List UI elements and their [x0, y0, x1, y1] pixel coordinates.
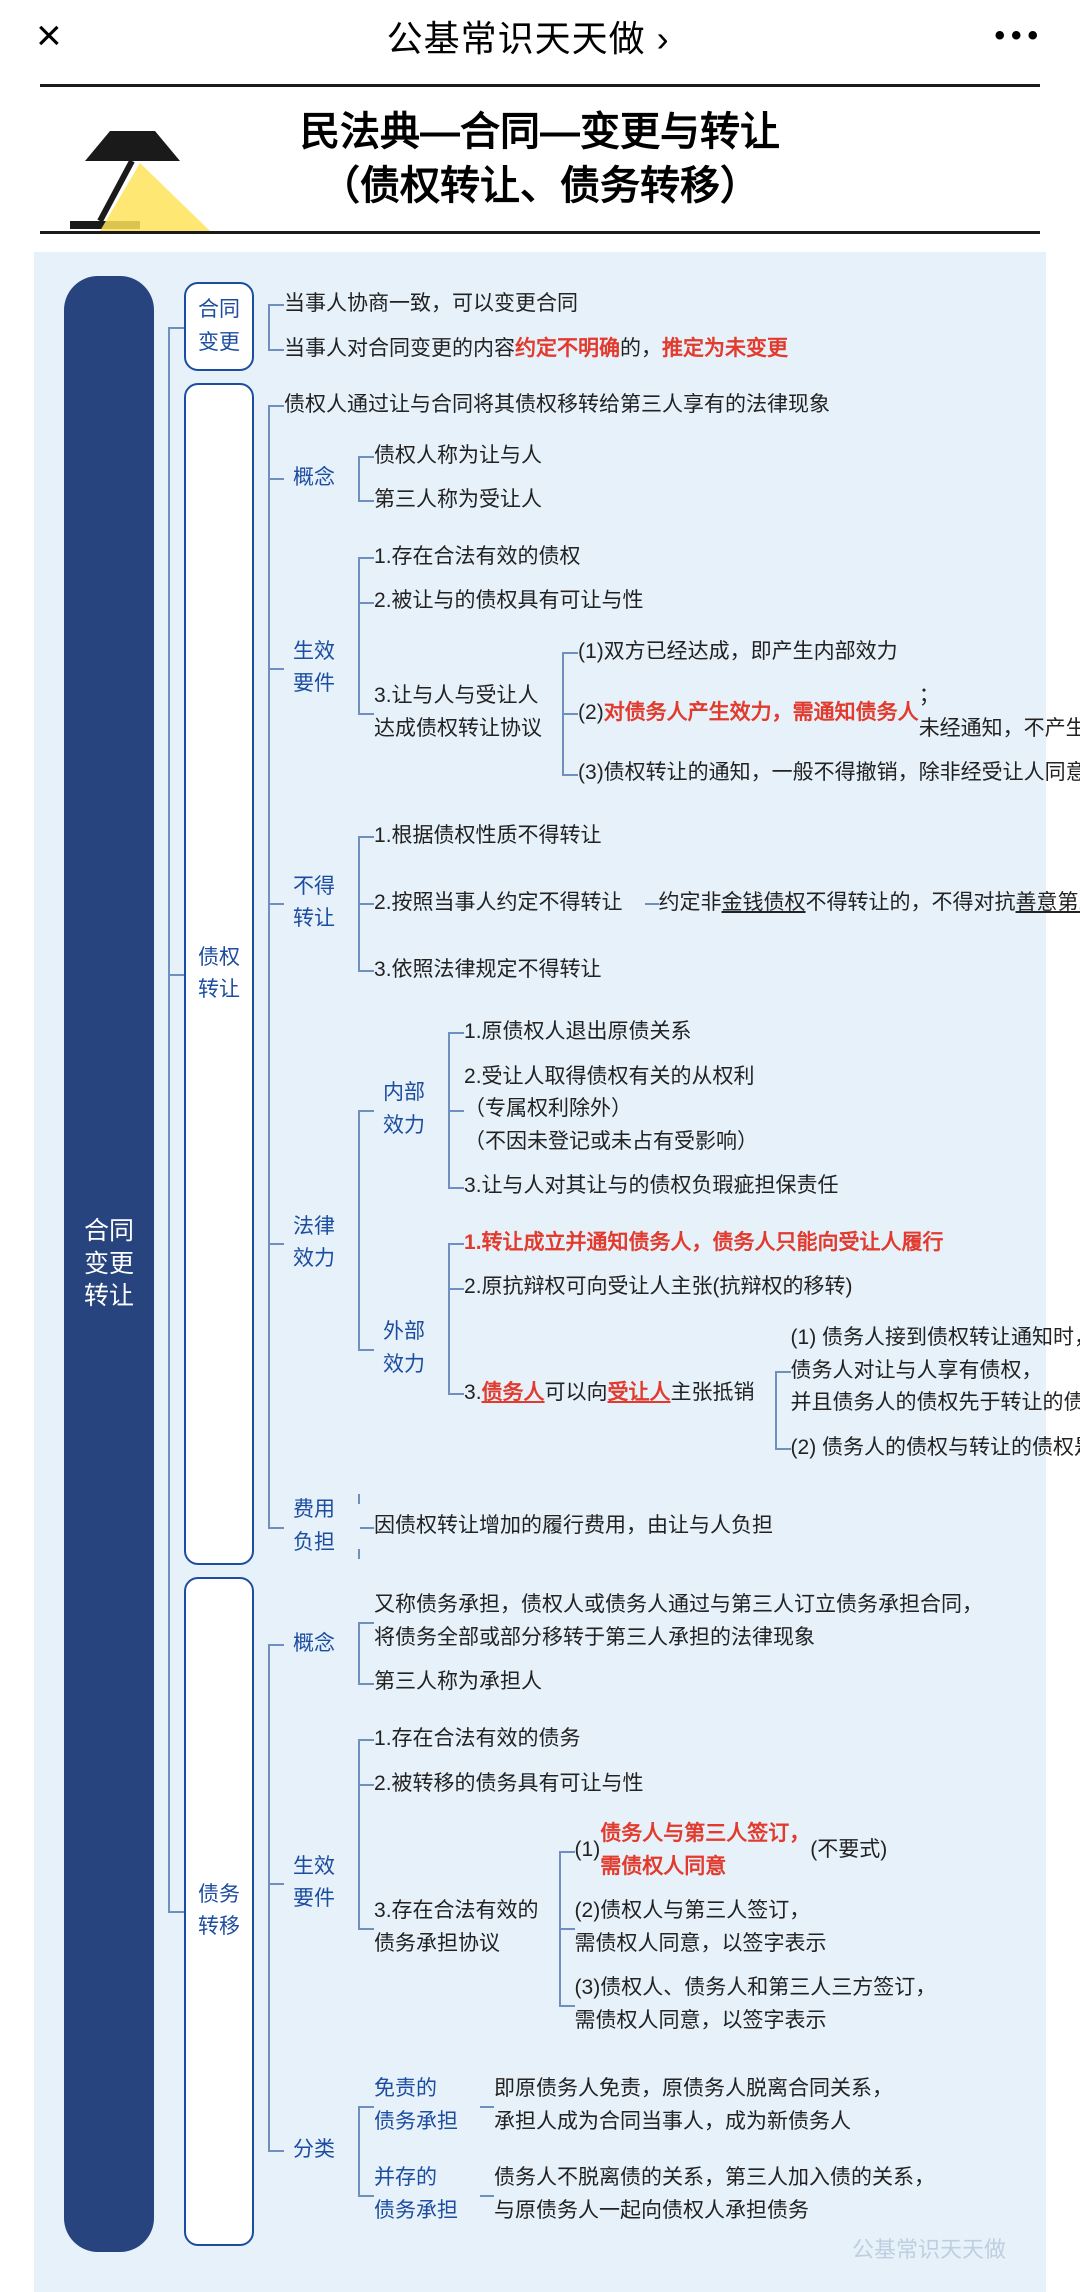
app-topbar: × 公基常识天天做 › ••• — [0, 0, 1080, 72]
node-legal-effect: 法律 效力 内部 效力 1.原债权人退出原债关系 2.受让人取得债权有关的从权利… — [284, 998, 1030, 1488]
header-line1: 民法典—合同—变更与转让 — [300, 110, 780, 154]
node-contract-change: 合同 变更 当事人协商一致，可以变更合同 当事人对合同变更的内容约定不明确的，推… — [184, 276, 1030, 377]
node-fee: 费用 负担 因债权转让增加的履行费用，由让与人负担 — [284, 1488, 1030, 1565]
watermark: 公基常识天天做 — [852, 2233, 1006, 2267]
node-debt-transfer: 债务 转移 概念 又称债务承担，债权人或债务人通过与第三人订立债务承担合同， 将… — [184, 1571, 1030, 2251]
close-icon[interactable]: × — [36, 11, 62, 61]
header-card: 民法典—合同—变更与转让 （债权转让、债务转移） — [40, 84, 1040, 234]
node-c-req: 生效 要件 1.存在合法有效的债务 2.被转移的债务具有可让与性 3.存在合法有… — [284, 1711, 989, 2055]
node-concept: 概念 债权人称为让与人 第三人称为受让人 — [284, 428, 1030, 529]
node-forbidden: 不得 转让 1.根据债权性质不得转让 2.按照当事人约定不得转让 约定非金钱债权… — [284, 808, 1030, 998]
root-node: 合同 变更 转让 合同 变更 当事人协商一致，可以变更合同 当事人对合同变更的内… — [64, 276, 1030, 2252]
node-credit-transfer: 债权 转让 债权人通过让与合同将其债权移转给第三人享有的法律现象 概念 债权人称… — [184, 377, 1030, 1571]
node-c-concept: 概念 又称债务承担，债权人或债务人通过与第三人订立债务承担合同， 将债务全部或部… — [284, 1577, 989, 1711]
header-line2: （债权转让、债务转移） — [320, 164, 760, 208]
node-c-kind: 分类 免责的 债务承担 即原债务人免责，原债务人脱离合同关系， 承担人成为合同当… — [284, 2055, 989, 2245]
node-requirements: 生效 要件 1.存在合法有效的债权 2.被让与的债权具有可让与性 3.让与人与受… — [284, 529, 1030, 808]
mindmap: 合同 变更 转让 合同 变更 当事人协商一致，可以变更合同 当事人对合同变更的内… — [34, 252, 1046, 2292]
more-icon[interactable]: ••• — [994, 19, 1044, 53]
lamp-icon — [60, 121, 210, 231]
page-title[interactable]: 公基常识天天做 › — [387, 10, 670, 62]
